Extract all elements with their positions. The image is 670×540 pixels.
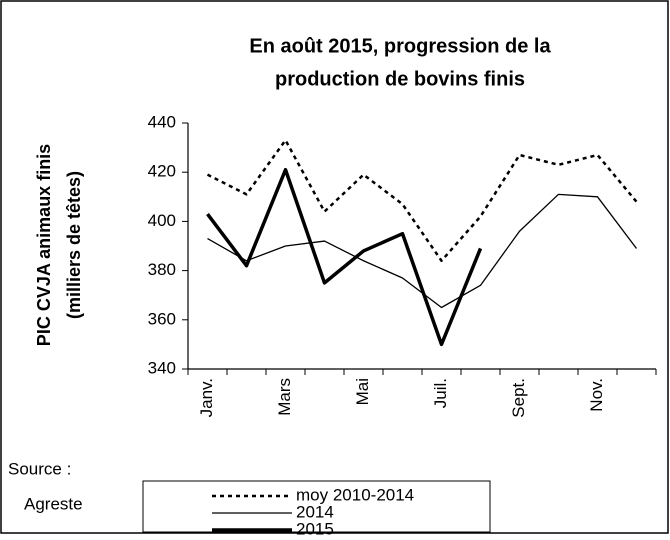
chart-title: En août 2015, progression de la (249, 35, 551, 57)
x-tick-label: Nov. (587, 378, 606, 412)
x-tick-label: Janv. (197, 378, 216, 417)
source-label: Source : (8, 459, 71, 478)
legend-label: 2014 (296, 502, 334, 521)
x-tick-label: Mai (353, 378, 372, 405)
legend-box (142, 480, 491, 533)
line-series (206, 138, 638, 263)
source-label: Agreste (24, 494, 83, 513)
y-tick-label: 340 (148, 358, 176, 377)
legend-label: moy 2010-2014 (296, 485, 414, 504)
y-axis-label: PIC CVJA animaux finis (34, 144, 54, 346)
y-tick-label: 400 (148, 211, 176, 230)
x-tick-label: Mars (275, 378, 294, 416)
y-axis-label: (milliers de têtes) (64, 171, 84, 319)
x-tick-label: Juil. (431, 378, 450, 408)
line-series (206, 167, 483, 347)
legend-label: 2015 (296, 519, 334, 535)
chart-title: production de bovins finis (275, 68, 525, 90)
x-tick-label: Sept. (509, 378, 528, 418)
y-tick-label: 440 (148, 112, 176, 131)
y-tick-label: 380 (148, 260, 176, 279)
y-tick-label: 420 (148, 162, 176, 181)
y-tick-label: 360 (148, 309, 176, 328)
